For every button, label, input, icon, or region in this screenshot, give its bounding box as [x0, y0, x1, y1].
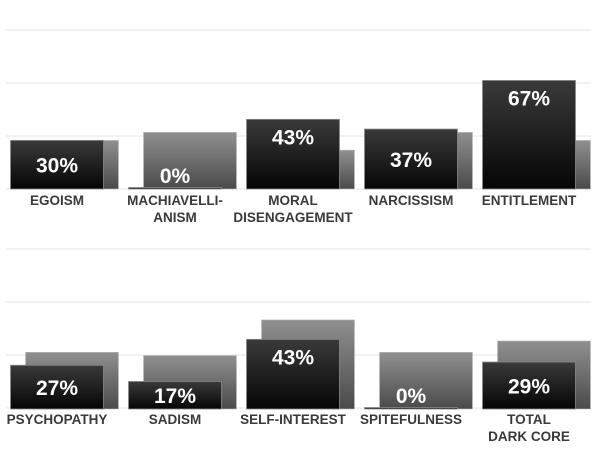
category-label: TOTAL [507, 412, 551, 427]
bar-value-label: 43% [272, 126, 314, 149]
bar-value-label: 27% [36, 377, 78, 400]
category-label: PSYCHOPATHY [7, 412, 108, 427]
category-label: MACHIAVELLI- [127, 193, 223, 208]
bar-value-label: 30% [36, 155, 78, 178]
bar-value-label: 67% [508, 87, 550, 110]
category-label: NARCISSISM [369, 193, 454, 208]
bar-front [10, 139, 104, 190]
bar-front [246, 338, 340, 410]
category-label: EGOISM [30, 193, 84, 208]
category-label: SPITEFULNESS [360, 412, 462, 427]
bar-value-label: 43% [272, 346, 314, 369]
bar-front [128, 187, 222, 190]
category-label: SADISM [149, 412, 202, 427]
category-label: DISENGAGEMENT [233, 210, 353, 225]
category-label: ENTITLEMENT [482, 193, 577, 208]
bar-back [379, 351, 473, 410]
category-label: ANISM [153, 210, 197, 225]
bar-value-label: 0% [396, 385, 427, 408]
bars [10, 80, 591, 410]
category-label: DARK CORE [488, 429, 570, 444]
bar-value-label: 37% [390, 149, 432, 172]
bar-back [143, 132, 237, 190]
bar-front [246, 118, 340, 190]
bar-value-label: 29% [508, 376, 550, 399]
bar-value-label: 17% [154, 385, 196, 408]
bar-front [10, 364, 104, 410]
category-label: MORAL [268, 193, 318, 208]
bar-front [364, 407, 458, 410]
bar-value-label: 0% [160, 165, 191, 188]
bar-front [128, 381, 222, 410]
bar-front [364, 128, 458, 190]
labels: 30% EGOISM 0% MACHIAVELLI- ANISM 43% MORAL DISE… [7, 87, 577, 444]
bar-front [482, 80, 576, 190]
bar-front [482, 361, 576, 410]
category-label: SELF-INTEREST [240, 412, 347, 427]
